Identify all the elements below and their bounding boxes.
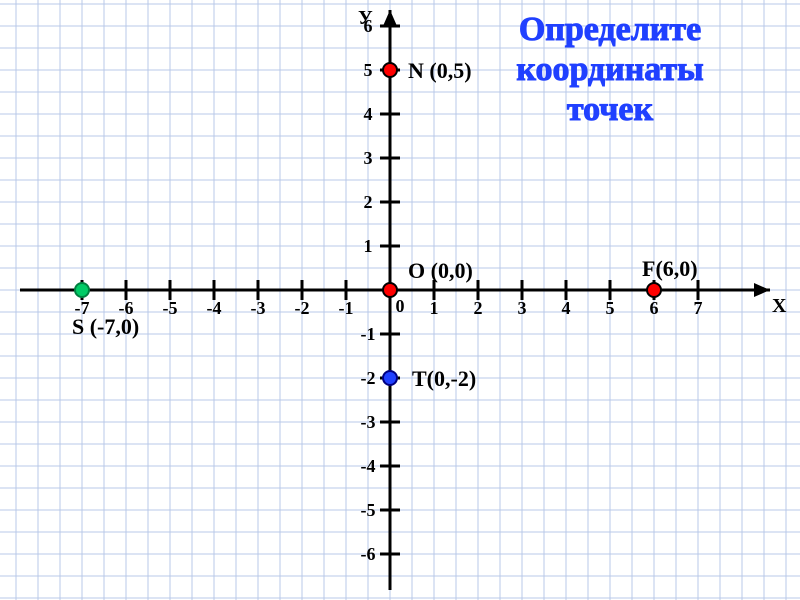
y-tick-label: -3 (361, 412, 376, 432)
x-tick-label: 2 (474, 298, 483, 318)
point-s (75, 283, 89, 297)
x-tick-label: -5 (163, 298, 178, 318)
y-tick-label: -5 (361, 500, 376, 520)
x-tick-label: -3 (251, 298, 266, 318)
x-tick-label: -1 (339, 298, 354, 318)
x-tick-label: -4 (207, 298, 222, 318)
y-tick-label: 2 (364, 192, 373, 212)
point-o (383, 283, 397, 297)
point-label-n: N (0,5) (408, 58, 472, 83)
y-tick-label: -6 (361, 544, 376, 564)
x-tick-label: 1 (430, 298, 439, 318)
y-tick-label: 1 (364, 236, 373, 256)
point-label-o: O (0,0) (408, 258, 473, 283)
y-tick-label: 3 (364, 148, 373, 168)
x-tick-label: 3 (518, 298, 527, 318)
x-tick-label: 6 (650, 298, 659, 318)
point-label-s: S (-7,0) (72, 314, 139, 339)
chart-title-line1: Определите (519, 11, 701, 48)
point-label-f: F(6,0) (642, 256, 698, 281)
coordinate-chart: XУ -7-6-5-4-3-2-11234567-6-5-4-3-2-11234… (0, 0, 800, 600)
y-tick-label: 5 (364, 60, 373, 80)
point-f (647, 283, 661, 297)
point-n (383, 63, 397, 77)
x-tick-label: 5 (606, 298, 615, 318)
x-axis-label: X (772, 295, 787, 317)
x-tick-label: 7 (694, 298, 703, 318)
chart-title-line3: точек (567, 91, 654, 128)
point-label-t: T(0,-2) (412, 366, 476, 391)
y-tick-label: -2 (361, 368, 376, 388)
y-tick-label: -1 (361, 324, 376, 344)
x-tick-label: 4 (562, 298, 571, 318)
y-tick-label: 4 (364, 104, 373, 124)
chart-container: XУ -7-6-5-4-3-2-11234567-6-5-4-3-2-11234… (0, 0, 800, 600)
origin-label: 0 (396, 296, 405, 316)
point-t (383, 371, 397, 385)
y-tick-label: -4 (361, 456, 376, 476)
chart-title-line2: координаты (516, 51, 703, 88)
y-tick-label: 6 (364, 16, 373, 36)
x-tick-label: -2 (295, 298, 310, 318)
